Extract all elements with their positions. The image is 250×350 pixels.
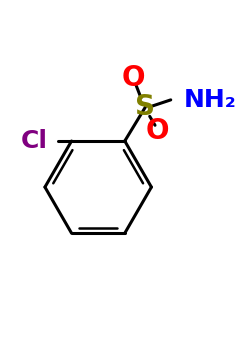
Text: O: O (122, 64, 145, 92)
Text: Cl: Cl (20, 129, 47, 153)
Text: S: S (135, 93, 155, 121)
Text: O: O (146, 117, 169, 145)
Text: NH₂: NH₂ (184, 88, 237, 112)
